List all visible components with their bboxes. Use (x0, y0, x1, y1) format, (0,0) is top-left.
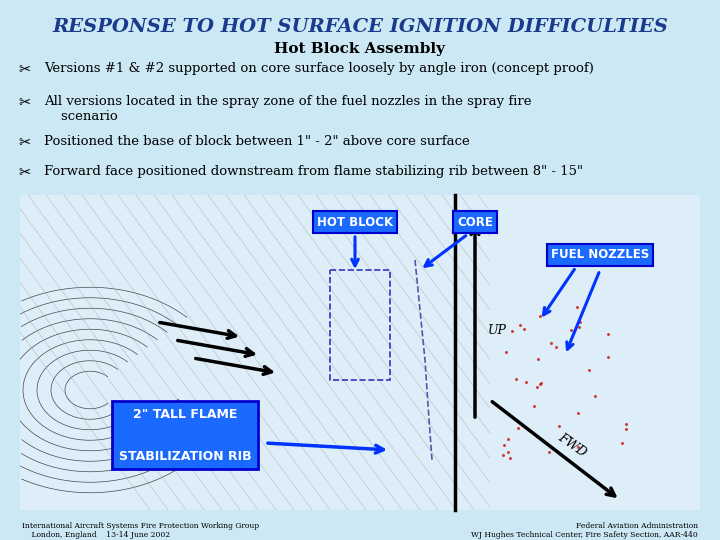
Bar (330, 270, 390, 380)
Text: All versions located in the spray zone of the fuel nozzles in the spray fire
   : All versions located in the spray zone o… (44, 95, 531, 123)
Text: CORE: CORE (457, 215, 493, 228)
Text: UP: UP (488, 323, 507, 336)
Text: FUEL NOZZLES: FUEL NOZZLES (551, 248, 649, 261)
Text: ✂: ✂ (18, 62, 30, 77)
Text: ✂: ✂ (18, 95, 30, 110)
Text: Hot Block Assembly: Hot Block Assembly (274, 42, 446, 56)
Text: International Aircraft Systems Fire Protection Working Group
    London, England: International Aircraft Systems Fire Prot… (22, 522, 259, 539)
Text: AIRFLOW: AIRFLOW (135, 399, 185, 441)
Bar (20, 195, 700, 510)
Text: Versions #1 & #2 supported on core surface loosely by angle iron (concept proof): Versions #1 & #2 supported on core surfa… (44, 62, 594, 75)
Text: HOT BLOCK: HOT BLOCK (317, 215, 393, 228)
Text: Forward face positioned downstream from flame stabilizing rib between 8" - 15": Forward face positioned downstream from … (44, 165, 583, 178)
Text: ✂: ✂ (18, 135, 30, 150)
Text: 2" TALL FLAME

STABILIZATION RIB: 2" TALL FLAME STABILIZATION RIB (119, 408, 251, 462)
Text: FWD: FWD (555, 430, 589, 460)
Text: ✂: ✂ (18, 165, 30, 180)
Text: RESPONSE TO HOT SURFACE IGNITION DIFFICULTIES: RESPONSE TO HOT SURFACE IGNITION DIFFICU… (52, 18, 668, 36)
Text: Positioned the base of block between 1" - 2" above core surface: Positioned the base of block between 1" … (44, 135, 469, 148)
Text: Federal Aviation Administration
WJ Hughes Technical Center, Fire Safety Section,: Federal Aviation Administration WJ Hughe… (472, 522, 698, 540)
